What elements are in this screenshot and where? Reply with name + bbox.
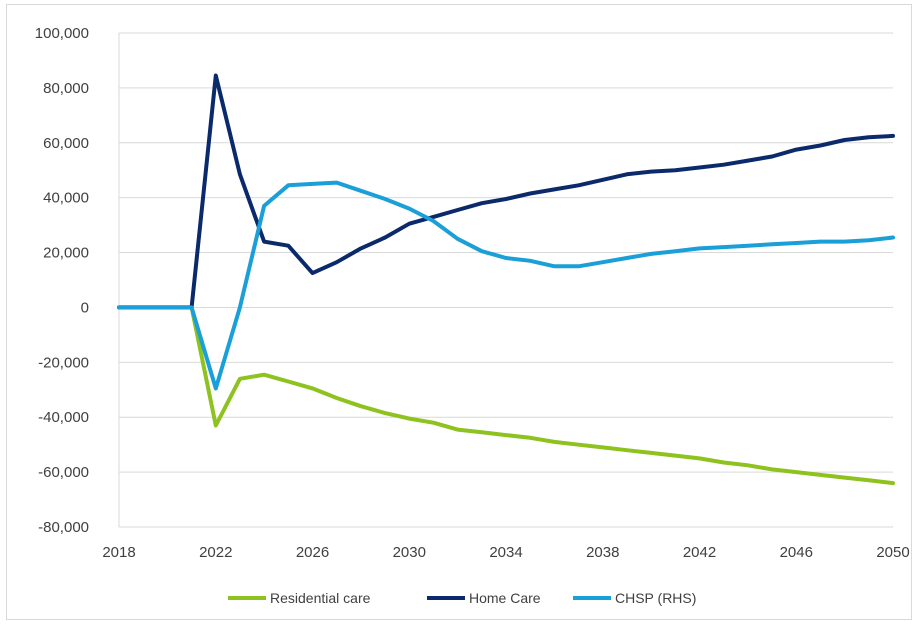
x-tick-label: 2030	[393, 544, 426, 561]
legend-label: Home Care	[469, 590, 541, 606]
legend-label: CHSP (RHS)	[615, 590, 696, 606]
x-tick-label: 2034	[489, 544, 522, 561]
legend-entry: Residential care	[228, 590, 371, 606]
y-tick-label: -40,000	[38, 409, 89, 426]
y-tick-label: -20,000	[38, 354, 89, 371]
axes: -80,000 -60,000 -40,000 -20,000 0 20,000 40,00…	[35, 25, 910, 561]
x-tick-label: 2050	[876, 544, 909, 561]
series-lines	[117, 73, 895, 486]
y-tick-label: 0	[81, 299, 89, 316]
legend-entry: CHSP (RHS)	[573, 590, 696, 606]
x-tick-label: 2038	[586, 544, 619, 561]
gridlines	[119, 32, 893, 528]
y-tick-label: 60,000	[43, 135, 89, 152]
y-tick-label: 20,000	[43, 245, 89, 262]
y-tick-label: 100,000	[35, 25, 89, 42]
legend-entry: Home Care	[427, 590, 541, 606]
legend: Residential care Home Care CHSP (RHS)	[228, 590, 696, 606]
legend-label: Residential care	[270, 590, 371, 606]
x-tick-label: 2046	[780, 544, 813, 561]
y-tick-label: -80,000	[38, 519, 89, 536]
y-tick-label: 40,000	[43, 190, 89, 207]
series-line-residential-care	[117, 305, 895, 486]
x-tick-label: 2018	[102, 544, 135, 561]
y-tick-label: 80,000	[43, 80, 89, 97]
series-line-chsp-rhs	[117, 180, 895, 391]
x-tick-label: 2026	[296, 544, 329, 561]
x-tick-label: 2042	[683, 544, 716, 561]
x-tick-label: 2022	[199, 544, 232, 561]
y-tick-label: -60,000	[38, 464, 89, 481]
series-line-home-care	[117, 73, 895, 310]
chart-frame	[6, 4, 912, 620]
